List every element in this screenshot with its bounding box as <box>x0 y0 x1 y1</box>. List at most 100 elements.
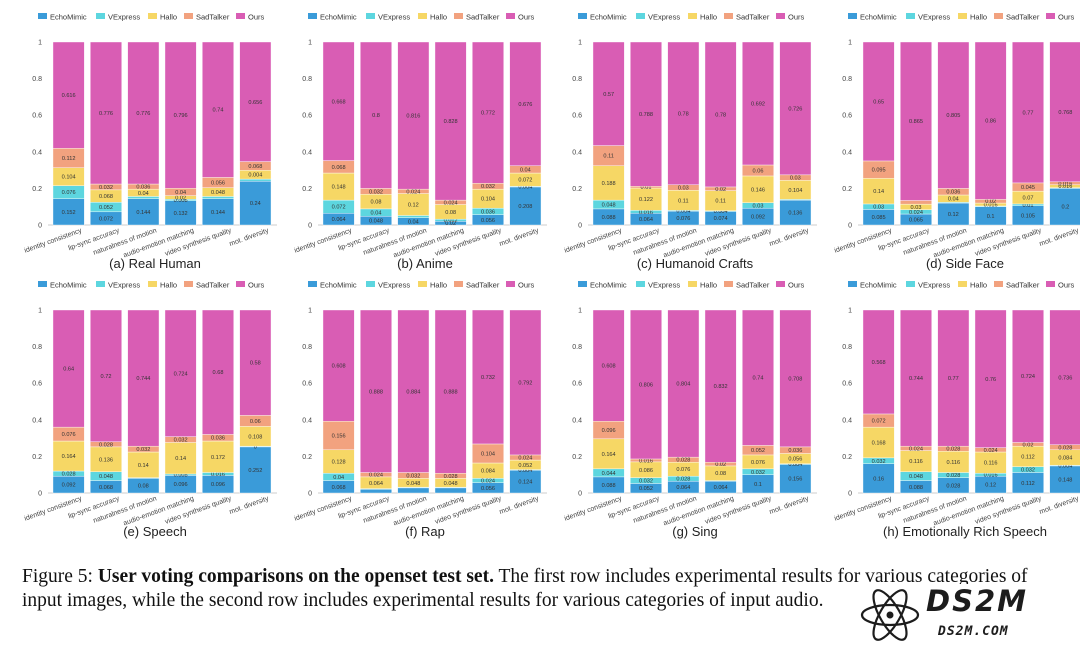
data-label: 0.64 <box>63 367 74 373</box>
data-label: 0.028 <box>946 483 960 489</box>
data-label: 0.772 <box>481 111 495 117</box>
data-label: 0.02 <box>715 462 726 468</box>
data-label: 0.024 <box>369 473 383 479</box>
bar-segment-ours <box>1012 41 1044 184</box>
data-label: 0.056 <box>481 486 495 492</box>
legend-swatch-5 <box>1046 281 1055 287</box>
panel-title-8: (h) Emotionally Rich Speech <box>882 524 1048 539</box>
data-label: 0.056 <box>481 218 495 224</box>
data-label: 0.796 <box>174 113 188 119</box>
data-label: 0.048 <box>99 474 113 480</box>
y-tick-label: 0.8 <box>842 344 852 351</box>
data-label: 0.092 <box>751 215 765 221</box>
legend-swatch-5 <box>1046 13 1055 19</box>
data-label: 0.004 <box>1058 464 1072 470</box>
legend-swatch-5 <box>776 13 785 19</box>
y-tick-label: 0.6 <box>32 113 42 120</box>
legend-label-2: VExpress <box>918 13 950 22</box>
y-tick-label: 0.6 <box>842 113 852 120</box>
data-label: 0.02 <box>715 187 726 193</box>
data-label: 0.136 <box>99 457 113 463</box>
data-label: 0.104 <box>481 451 495 457</box>
data-label: 0.064 <box>676 485 690 491</box>
bar-segment-echomimic <box>434 487 467 494</box>
bar-segment-hallo <box>127 451 160 478</box>
data-label: 0.076 <box>676 216 690 222</box>
legend-label-1: EchoMimic <box>860 13 897 22</box>
legend-label-2: VExpress <box>918 281 950 290</box>
bar-segment-vexpress <box>202 196 234 199</box>
legend-swatch-1 <box>38 281 47 287</box>
y-tick-label: 0.8 <box>32 76 42 83</box>
legend-label-4: SadTalker <box>196 13 230 22</box>
bar-segment-sadtalker <box>322 421 355 451</box>
data-label: 0.116 <box>909 459 923 465</box>
bar-segment-hallo <box>592 165 625 201</box>
data-label: 0.072 <box>332 205 346 211</box>
data-label: 0.105 <box>1021 213 1035 219</box>
bar-segment-ours <box>90 309 122 442</box>
data-label: 0.004 <box>788 462 802 468</box>
chart-panel-2: EchoMimic VExpress Hallo SadTalker Ours 0 0.2 0… <box>270 0 547 272</box>
data-label: 0.816 <box>406 114 420 120</box>
data-label: 0.776 <box>99 111 113 117</box>
legend-label-3: Hallo <box>160 281 177 290</box>
bar-segment-ours <box>397 41 430 190</box>
legend-label-5: Ours <box>788 281 805 290</box>
legend-swatch-2 <box>366 281 375 287</box>
bar-segment-echomimic <box>397 487 430 494</box>
bar-segment-ours <box>52 41 85 149</box>
data-label: 0.028 <box>676 477 690 483</box>
data-label: 0.11 <box>603 154 613 160</box>
legend-label-5: Ours <box>1058 13 1075 22</box>
legend-label-2: VExpress <box>378 281 410 290</box>
legend-label-5: Ours <box>518 281 535 290</box>
data-label: 0.608 <box>332 364 346 370</box>
data-label: 0.088 <box>602 215 616 221</box>
data-label: 0.128 <box>332 460 346 466</box>
legend-label-3: Hallo <box>700 13 717 22</box>
data-label: 0.776 <box>136 111 150 117</box>
x-tick-label: mot. diversity <box>229 495 271 516</box>
legend-swatch-3 <box>418 13 427 19</box>
legend-swatch-2 <box>636 13 645 19</box>
legend-swatch-4 <box>184 281 193 287</box>
y-tick-label: 0.6 <box>572 381 582 388</box>
data-label: 0.028 <box>946 473 960 479</box>
data-label: 0.032 <box>406 473 420 479</box>
y-tick-label: 1 <box>848 40 852 47</box>
chart-panel-3: EchoMimic VExpress Hallo SadTalker Ours 0 0.2 0… <box>540 0 817 272</box>
legend-label-1: EchoMimic <box>50 281 87 290</box>
y-tick-label: 0.4 <box>302 149 312 156</box>
data-label: 0.77 <box>1023 110 1034 116</box>
chart-panel-8: EchoMimic VExpress Hallo SadTalker Ours 0 0.2 0… <box>810 268 1080 540</box>
legend-label-1: EchoMimic <box>320 281 357 290</box>
y-tick-label: 0.6 <box>302 381 312 388</box>
data-label: 0.092 <box>62 483 76 489</box>
data-label: 0.048 <box>909 474 923 480</box>
legend-swatch-4 <box>994 13 1003 19</box>
chart-svg-3: EchoMimic VExpress Hallo SadTalker Ours 0 0.2 0… <box>564 13 817 259</box>
data-label: 0.04 <box>520 167 531 173</box>
data-label: 0.028 <box>946 447 960 453</box>
legend-label-2: VExpress <box>378 13 410 22</box>
chart-panel-7: EchoMimic VExpress Hallo SadTalker Ours 0 0.2 0… <box>540 268 817 540</box>
data-label: 0.692 <box>751 101 765 107</box>
data-label: 0.124 <box>518 480 532 486</box>
bar-segment-ours <box>322 309 355 422</box>
y-tick-label: 1 <box>578 308 582 315</box>
bar-segment-echomimic <box>202 198 234 226</box>
legend-label-5: Ours <box>518 13 535 22</box>
y-tick-label: 0.2 <box>572 454 582 461</box>
bar-segment-ours <box>742 41 774 166</box>
data-label: 0.076 <box>62 432 76 438</box>
data-label: 0.02 <box>175 195 186 201</box>
data-label: 0.86 <box>985 119 996 125</box>
data-label: 0.1 <box>987 214 995 220</box>
data-label: 0.04 <box>371 211 382 217</box>
legend-swatch-3 <box>148 13 157 19</box>
data-label: 0.068 <box>99 194 113 200</box>
data-label: 0.036 <box>946 190 960 196</box>
data-label: 0.076 <box>62 190 76 196</box>
legend-swatch-4 <box>724 281 733 287</box>
